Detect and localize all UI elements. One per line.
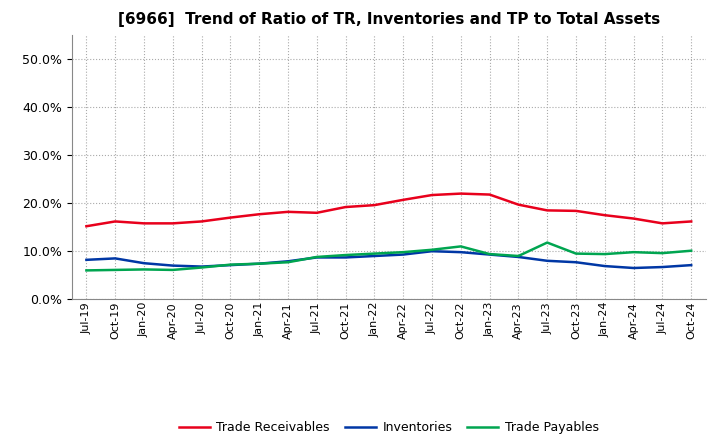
Trade Payables (140, 267, 148, 272)
Trade Receivables (82, 224, 91, 229)
Inventories (197, 264, 206, 269)
Inventories (543, 258, 552, 264)
Trade Receivables (572, 208, 580, 213)
Inventories (226, 263, 235, 268)
Trade Payables (572, 251, 580, 256)
Line: Trade Receivables: Trade Receivables (86, 194, 691, 226)
Trade Payables (543, 240, 552, 245)
Trade Receivables (370, 202, 379, 208)
Trade Receivables (629, 216, 638, 221)
Inventories (370, 253, 379, 259)
Trade Receivables (600, 213, 609, 218)
Trade Payables (399, 249, 408, 255)
Inventories (82, 257, 91, 263)
Inventories (284, 259, 292, 264)
Trade Payables (255, 261, 264, 266)
Trade Receivables (255, 212, 264, 217)
Inventories (687, 263, 696, 268)
Trade Payables (428, 247, 436, 253)
Trade Receivables (111, 219, 120, 224)
Trade Payables (82, 268, 91, 273)
Trade Payables (341, 253, 350, 258)
Inventories (168, 263, 177, 268)
Trade Payables (284, 260, 292, 265)
Trade Receivables (197, 219, 206, 224)
Title: [6966]  Trend of Ratio of TR, Inventories and TP to Total Assets: [6966] Trend of Ratio of TR, Inventories… (117, 12, 660, 27)
Trade Payables (514, 253, 523, 259)
Trade Receivables (284, 209, 292, 214)
Inventories (111, 256, 120, 261)
Inventories (456, 249, 465, 255)
Trade Payables (226, 262, 235, 267)
Trade Payables (456, 244, 465, 249)
Trade Receivables (514, 202, 523, 207)
Trade Receivables (428, 192, 436, 198)
Trade Receivables (485, 192, 494, 197)
Trade Receivables (543, 208, 552, 213)
Inventories (140, 260, 148, 266)
Line: Inventories: Inventories (86, 251, 691, 268)
Inventories (514, 254, 523, 260)
Trade Receivables (140, 221, 148, 226)
Inventories (600, 264, 609, 269)
Trade Payables (111, 267, 120, 272)
Inventories (312, 255, 321, 260)
Trade Payables (687, 248, 696, 253)
Trade Receivables (341, 205, 350, 210)
Inventories (485, 252, 494, 257)
Inventories (428, 249, 436, 254)
Trade Payables (197, 265, 206, 270)
Inventories (629, 265, 638, 271)
Legend: Trade Receivables, Inventories, Trade Payables: Trade Receivables, Inventories, Trade Pa… (174, 416, 604, 439)
Inventories (572, 260, 580, 265)
Trade Receivables (687, 219, 696, 224)
Trade Payables (485, 251, 494, 257)
Trade Receivables (168, 221, 177, 226)
Trade Receivables (456, 191, 465, 196)
Trade Payables (312, 254, 321, 260)
Trade Receivables (399, 197, 408, 202)
Trade Receivables (312, 210, 321, 216)
Inventories (658, 264, 667, 270)
Trade Payables (658, 250, 667, 256)
Line: Trade Payables: Trade Payables (86, 242, 691, 271)
Trade Payables (370, 251, 379, 256)
Trade Payables (168, 267, 177, 272)
Trade Receivables (658, 221, 667, 226)
Trade Payables (629, 249, 638, 255)
Trade Payables (600, 251, 609, 257)
Inventories (341, 255, 350, 260)
Inventories (399, 252, 408, 257)
Trade Receivables (226, 215, 235, 220)
Inventories (255, 261, 264, 266)
